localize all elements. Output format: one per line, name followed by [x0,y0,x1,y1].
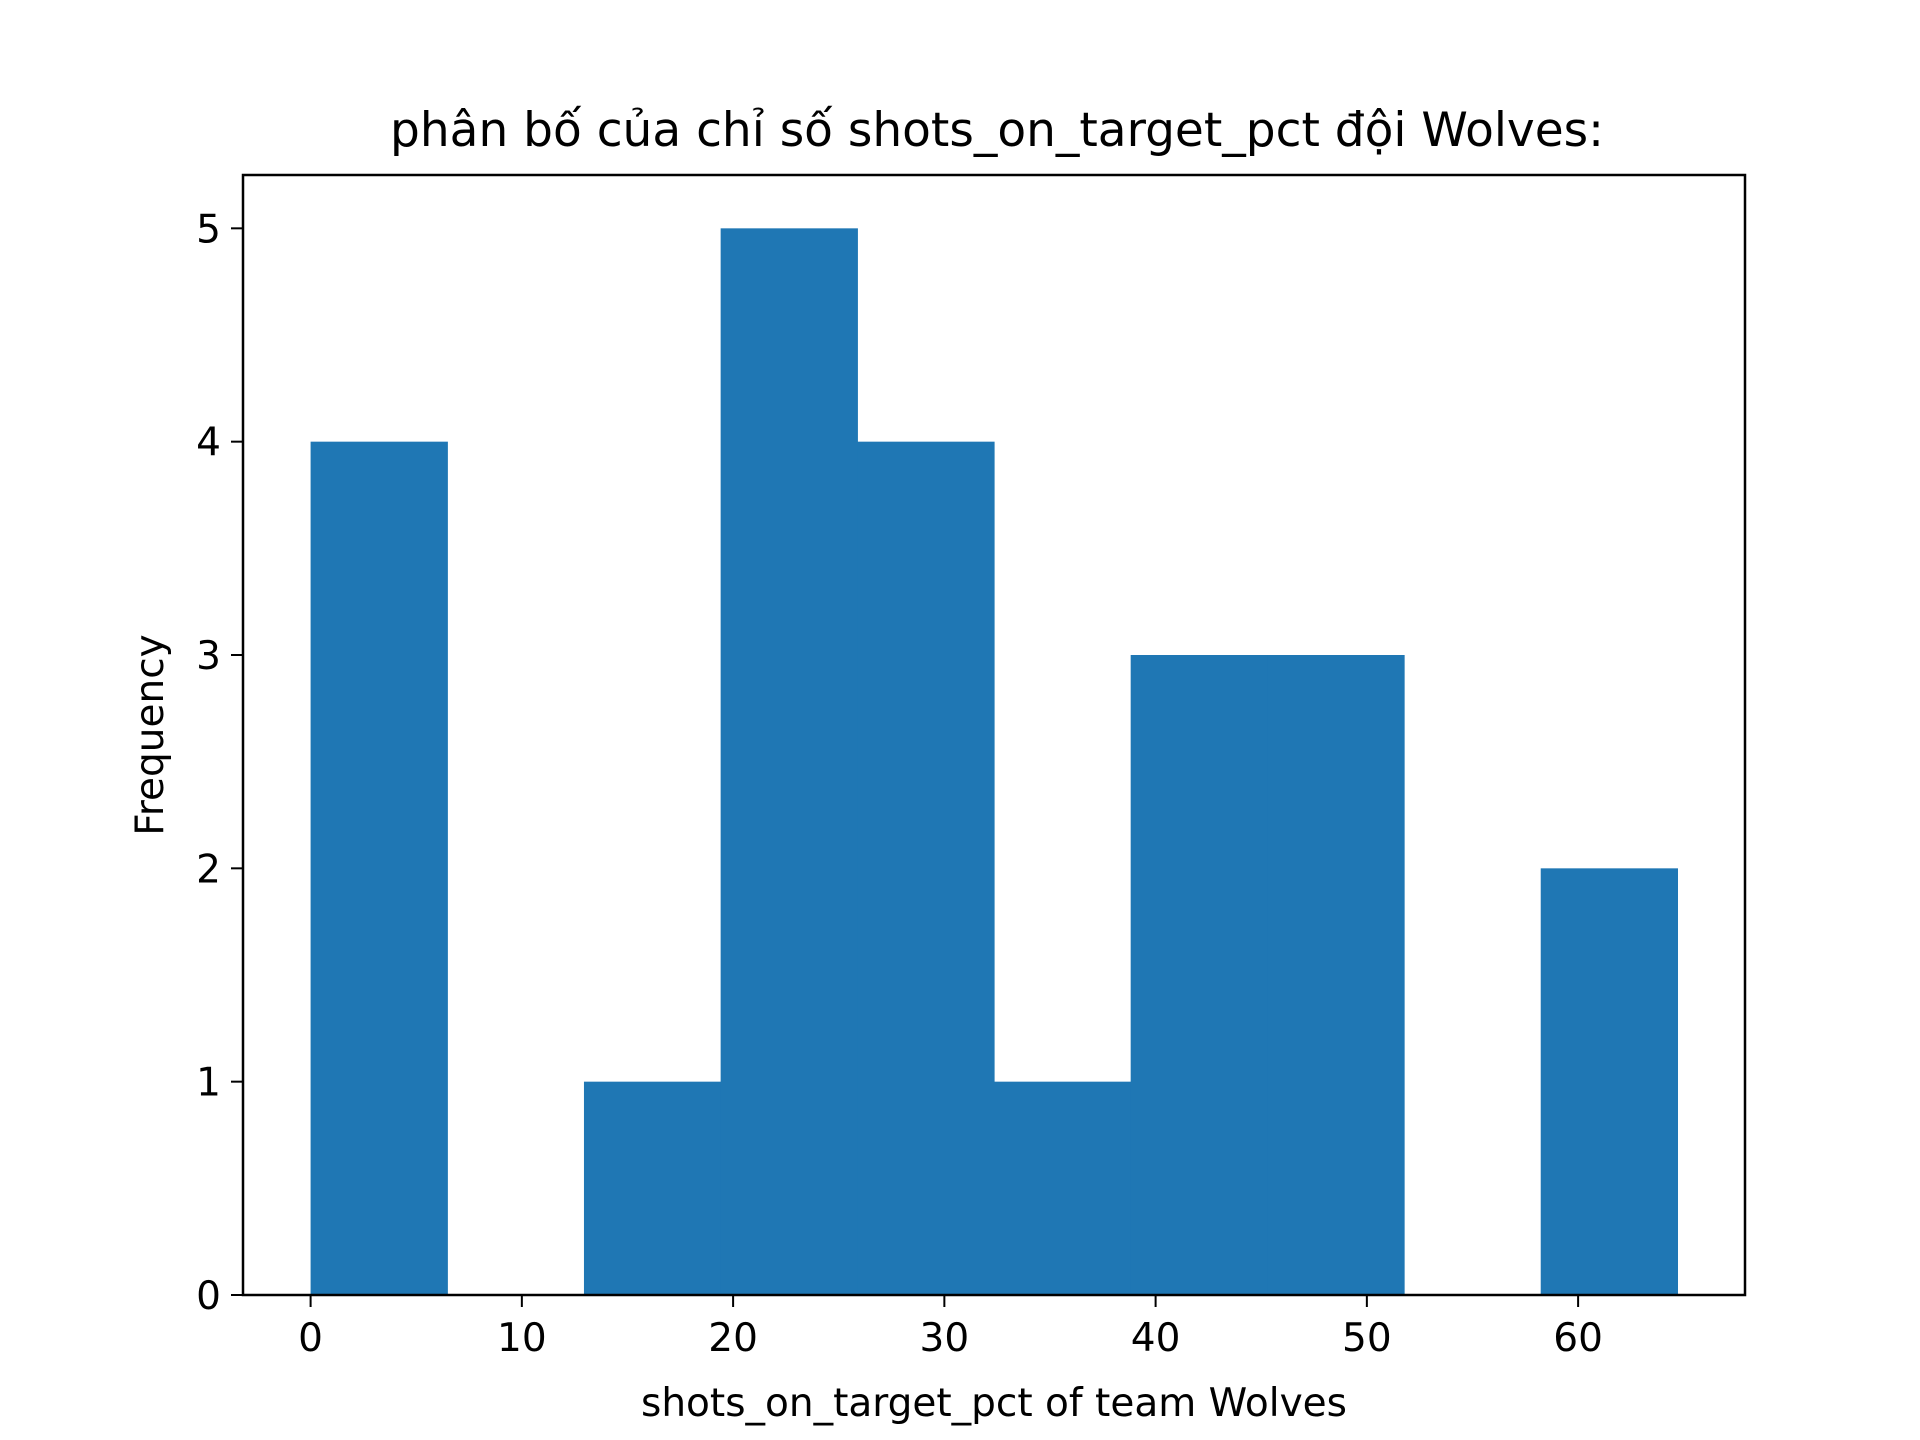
y-axis-ticks: 0 1 2 3 4 5 [196,207,243,1319]
x-tick-label: 60 [1553,1316,1603,1361]
histogram-bar [310,441,448,1296]
histogram-bar [720,228,858,1295]
plot-frame [241,173,1747,1297]
y-tick-label: 1 [196,1061,221,1106]
x-tick-label: 0 [298,1316,323,1361]
y-axis-label: Frequency [128,634,173,835]
x-axis-label: shots_on_target_pct of team Wolves [641,1381,1347,1426]
histogram-bar [1130,655,1268,1295]
x-tick-label: 40 [1131,1316,1181,1361]
histogram-bar [1267,655,1405,1295]
x-tick-label: 20 [708,1316,758,1361]
y-tick-label: 3 [196,634,221,679]
x-tick-label: 50 [1342,1316,1392,1361]
histogram-bar [583,1081,722,1295]
chart-title: phân bố của chỉ số shots_on_target_pct đ… [390,103,1604,158]
histogram-bar [994,1081,1132,1295]
histogram-bar [1540,868,1678,1295]
y-tick-label: 5 [196,207,221,252]
y-tick-label: 0 [196,1274,221,1319]
y-tick-label: 2 [196,847,221,892]
x-tick-label: 10 [497,1316,547,1361]
bars-group [310,228,1678,1296]
x-tick-label: 30 [920,1316,970,1361]
x-axis-ticks: 0 10 20 30 40 50 60 [298,1295,1603,1361]
y-tick-label: 4 [196,421,221,466]
histogram-bar [857,441,995,1296]
